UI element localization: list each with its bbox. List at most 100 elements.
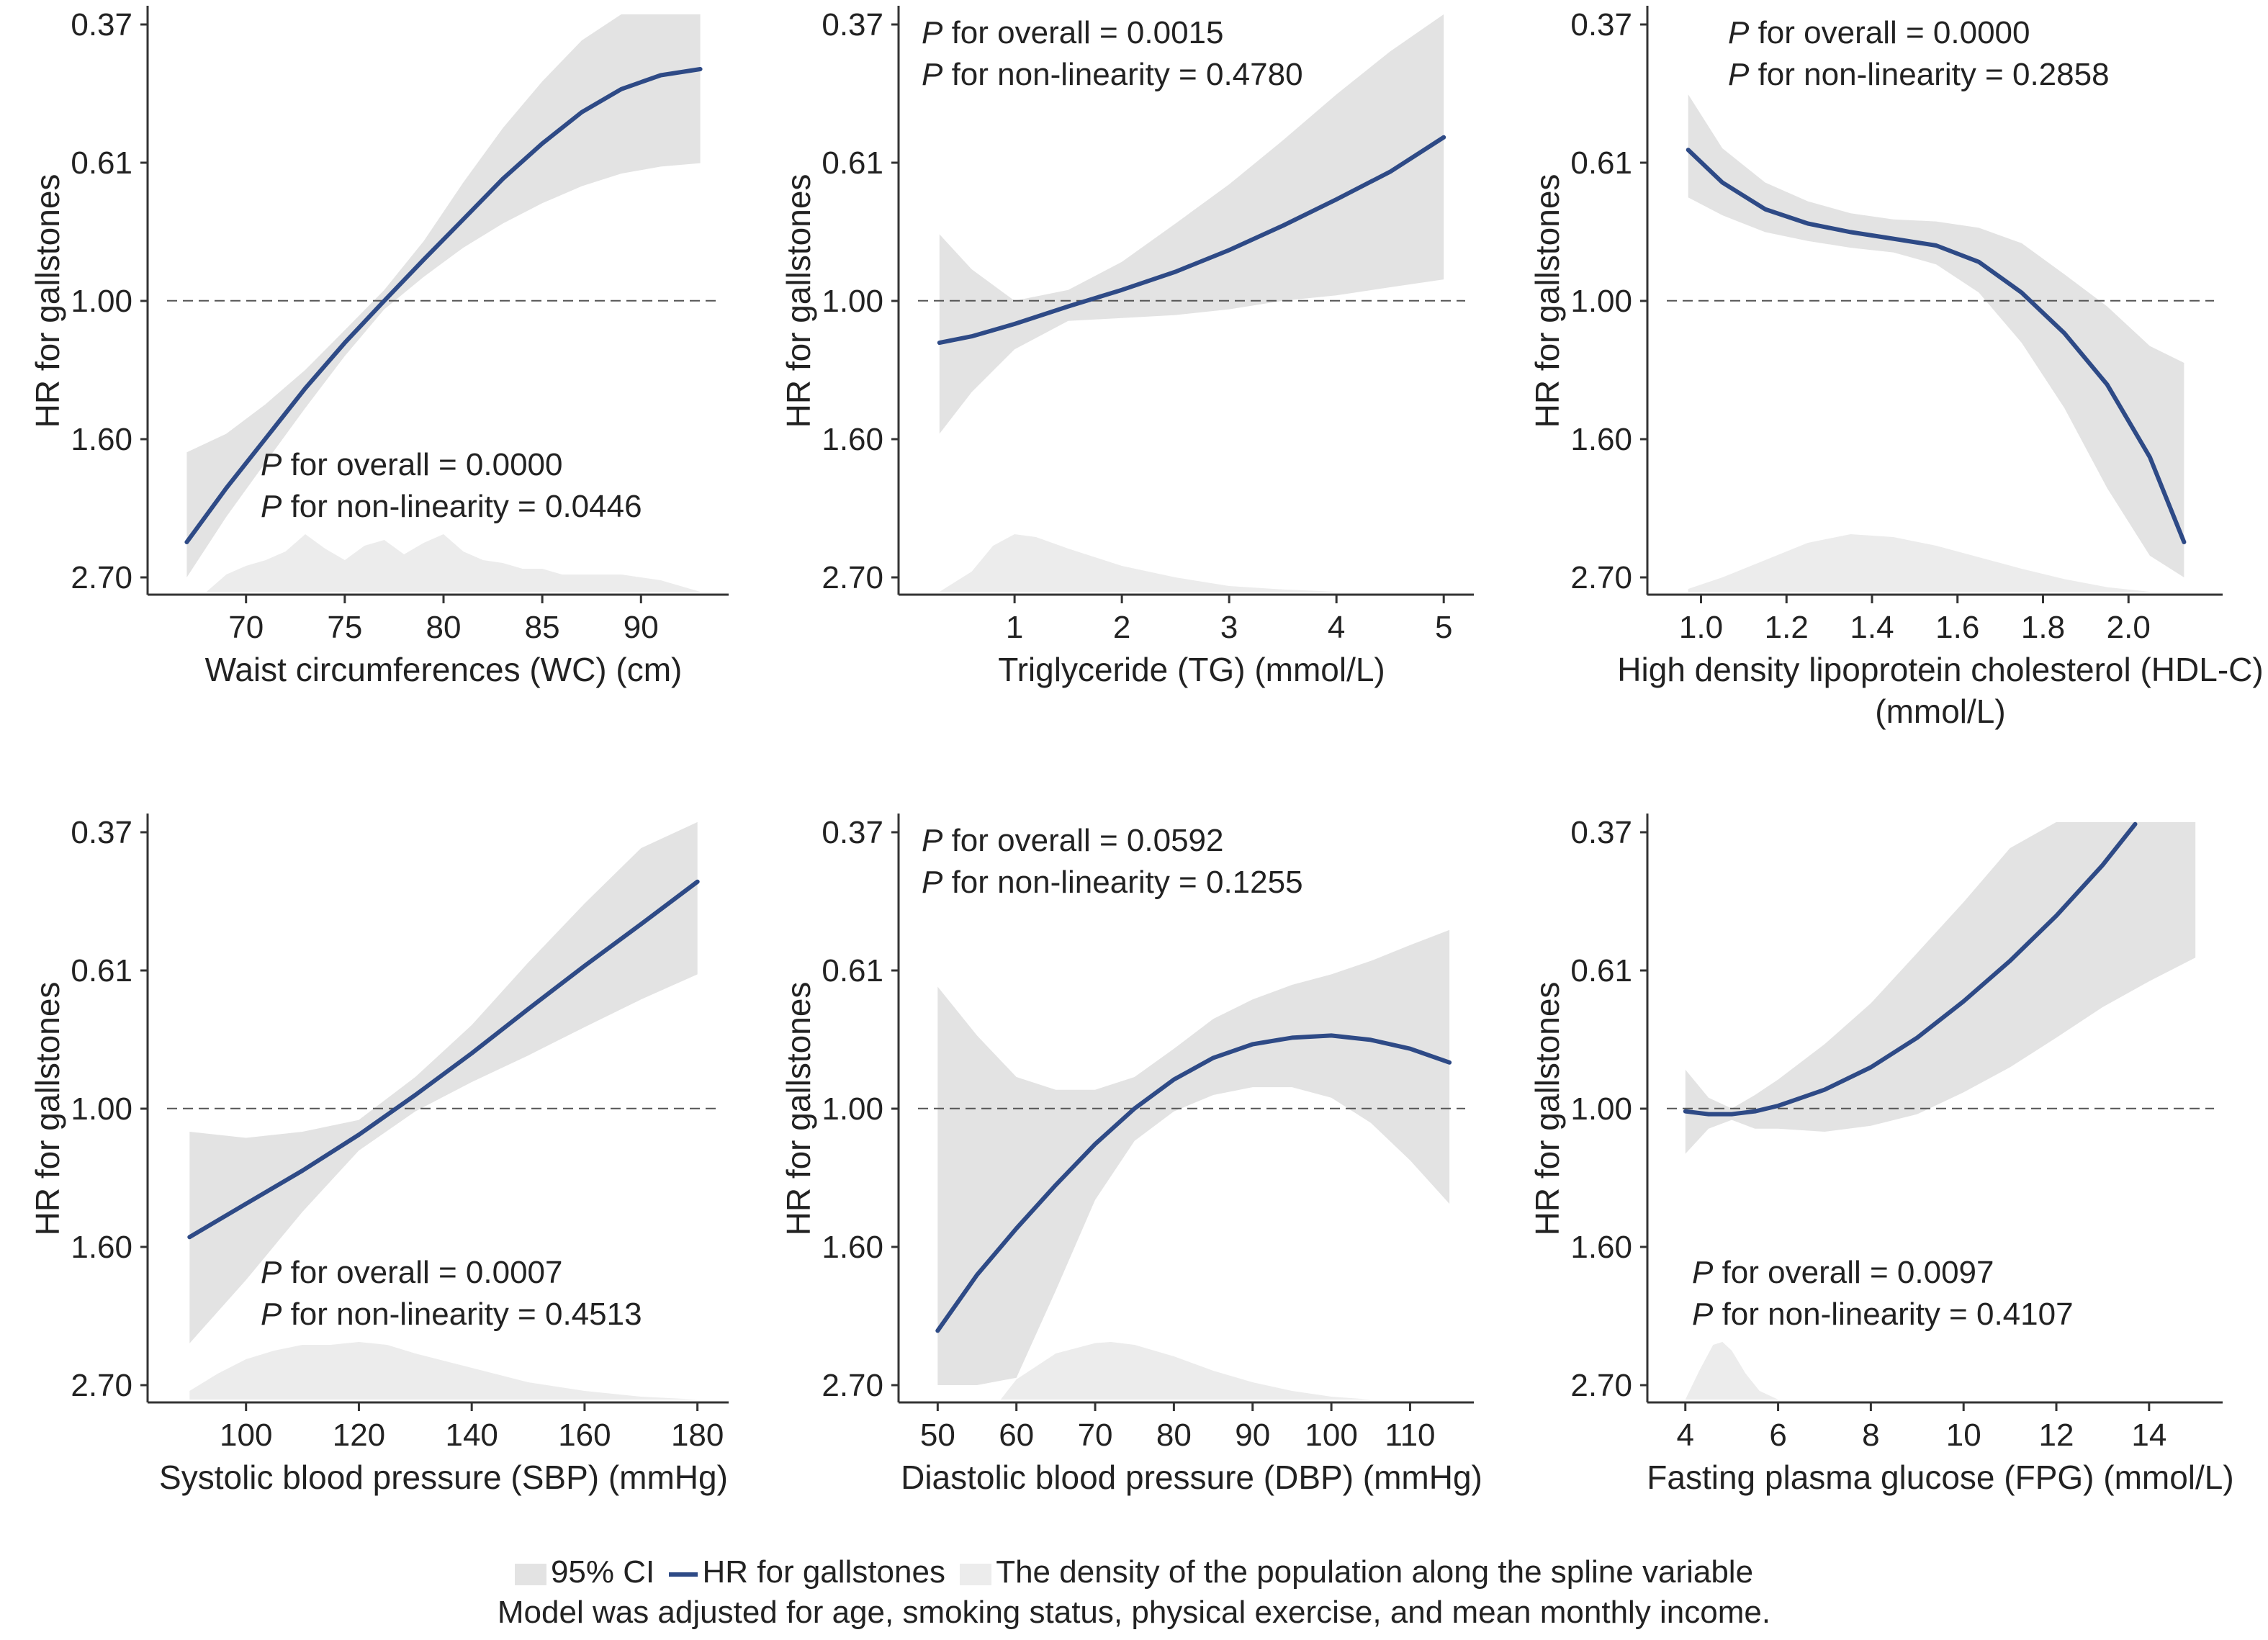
- y-tick-label: 1.60: [822, 1230, 883, 1265]
- legend: 95% CI HR for gallstones The density of …: [0, 1541, 2268, 1634]
- y-tick-label: 0.37: [822, 815, 883, 850]
- y-tick-label: 0.61: [1570, 953, 1632, 988]
- p-symbol: P: [261, 447, 282, 482]
- panel-4: 0.37 0.61 1.00 1.60 2.70 100 120 140 160 180 HR fo…: [29, 814, 729, 1496]
- y-tick-label: 2.70: [1570, 560, 1632, 595]
- p-value-annotation: P for overall = 0.0592: [922, 823, 1224, 858]
- p-symbol: P: [922, 865, 943, 900]
- x-tick-label: 12: [2039, 1418, 2074, 1453]
- legend-ci-label: 95% CI: [550, 1554, 655, 1590]
- y-tick-label: 2.70: [1570, 1368, 1632, 1403]
- y-axis-label: HR for gallstones: [29, 982, 66, 1236]
- y-tick-label: 1.60: [1570, 422, 1632, 457]
- y-tick-label: 0.61: [822, 953, 883, 988]
- y-tick-label: 1.60: [71, 422, 132, 457]
- ci-band: [939, 14, 1444, 434]
- x-tick-label: 85: [525, 610, 560, 645]
- y-tick-label: 1.00: [1570, 1091, 1632, 1127]
- p-value-text: for overall = 0.0000: [1749, 15, 2030, 50]
- x-tick-label: 160: [558, 1418, 611, 1453]
- legend-hr-label: HR for gallstones: [702, 1554, 945, 1590]
- panel-5: 0.37 0.61 1.00 1.60 2.70 50 60 70 80 90 100 110 HR f…: [780, 814, 1482, 1496]
- density-area: [206, 534, 701, 592]
- x-tick-label: 3: [1220, 610, 1238, 645]
- y-tick-label: 0.37: [822, 7, 883, 42]
- y-tick-label: 0.61: [71, 145, 132, 181]
- ci-band: [937, 929, 1450, 1385]
- y-tick-label: 0.37: [1570, 815, 1632, 850]
- hr-line-series-1: [187, 879, 700, 1240]
- hr-line-series-1: [937, 135, 1446, 346]
- p-value-text: for non-linearity = 0.0446: [282, 489, 642, 524]
- x-tick-label: 60: [999, 1418, 1034, 1453]
- x-axis-label: Systolic blood pressure (SBP) (mmHg): [159, 1459, 728, 1496]
- x-axis-label: Diastolic blood pressure (DBP) (mmHg): [901, 1459, 1482, 1496]
- p-value-annotation: P for overall = 0.0097: [1692, 1255, 1994, 1290]
- hr-line-series-1: [935, 1033, 1452, 1333]
- density-swatch-icon: [960, 1563, 992, 1585]
- x-tick-label: 100: [220, 1418, 272, 1453]
- y-tick-label: 0.37: [71, 815, 132, 850]
- density-area: [1685, 1342, 1778, 1400]
- y-tick-label: 1.00: [822, 284, 883, 319]
- ci-band: [186, 14, 701, 577]
- x-tick-label: 1.6: [1935, 610, 1979, 645]
- p-value-text: for overall = 0.0007: [282, 1255, 562, 1290]
- x-tick-label: 4: [1328, 610, 1345, 645]
- p-value-text: for overall = 0.0015: [942, 15, 1223, 50]
- hr-line-swatch-icon: [669, 1572, 698, 1577]
- p-value-text: for overall = 0.0000: [282, 447, 562, 482]
- p-value-text: for non-linearity = 0.4513: [282, 1297, 642, 1332]
- hr-line-series-1: [1686, 148, 2187, 544]
- panel-1: 0.37 0.61 1.00 1.60 2.70 70 75 80 85 90 HR for gal…: [29, 6, 729, 688]
- y-tick-label: 0.61: [822, 145, 883, 181]
- p-symbol: P: [922, 823, 943, 858]
- p-symbol: P: [922, 15, 943, 50]
- x-tick-label: 14: [2131, 1418, 2166, 1453]
- y-axis-label: HR for gallstones: [780, 174, 817, 428]
- y-tick-label: 1.00: [71, 284, 132, 319]
- p-symbol: P: [1692, 1297, 1714, 1332]
- x-tick-label: 10: [1946, 1418, 1981, 1453]
- x-tick-label: 80: [426, 610, 462, 645]
- p-value-annotation: P for non-linearity = 0.4107: [1692, 1297, 2074, 1332]
- x-tick-label: 1.0: [1679, 610, 1723, 645]
- x-tick-label: 50: [920, 1418, 955, 1453]
- y-tick-label: 2.70: [822, 560, 883, 595]
- y-tick-label: 0.37: [71, 7, 132, 42]
- p-symbol: P: [261, 1297, 282, 1332]
- x-tick-label: 5: [1435, 610, 1452, 645]
- p-value-text: for overall = 0.0097: [1713, 1255, 1994, 1290]
- ci-swatch-icon: [514, 1563, 546, 1585]
- x-tick-label: 4: [1677, 1418, 1694, 1453]
- p-symbol: P: [261, 489, 282, 524]
- p-value-annotation: P for overall = 0.0000: [1728, 15, 2030, 50]
- y-tick-label: 1.60: [1570, 1230, 1632, 1265]
- p-symbol: P: [922, 57, 943, 92]
- panel-3: 0.37 0.61 1.00 1.60 2.70 1.0 1.2 1.4 1.6 1.8 2.0 HR…: [1529, 6, 2264, 730]
- x-tick-label: 2.0: [2107, 610, 2151, 645]
- p-symbol: P: [1692, 1255, 1714, 1290]
- p-symbol: P: [1728, 15, 1750, 50]
- ci-band: [189, 821, 698, 1343]
- y-tick-label: 0.61: [1570, 145, 1632, 181]
- y-tick-label: 1.60: [822, 422, 883, 457]
- model-note: Model was adjusted for age, smoking stat…: [497, 1595, 1771, 1630]
- x-tick-label: 70: [228, 610, 264, 645]
- x-tick-label: 1.2: [1765, 610, 1809, 645]
- x-tick-label: 90: [624, 610, 659, 645]
- x-tick-label: 100: [1305, 1418, 1357, 1453]
- x-axis-label: Triglyceride (TG) (mmol/L): [998, 651, 1385, 688]
- x-tick-label: 1.4: [1850, 610, 1894, 645]
- x-tick-label: 180: [671, 1418, 724, 1453]
- y-tick-label: 1.60: [71, 1230, 132, 1265]
- p-symbol: P: [261, 1255, 282, 1290]
- ci-band: [1688, 94, 2184, 578]
- x-tick-label: 90: [1235, 1418, 1270, 1453]
- p-value-annotation: P for non-linearity = 0.4513: [261, 1297, 642, 1332]
- y-tick-label: 2.70: [822, 1368, 883, 1403]
- x-axis-label-line-2: (mmol/L): [1875, 693, 2005, 730]
- ci-band: [1685, 821, 2196, 1154]
- y-tick-label: 1.00: [71, 1091, 132, 1127]
- y-tick-label: 2.70: [71, 560, 132, 595]
